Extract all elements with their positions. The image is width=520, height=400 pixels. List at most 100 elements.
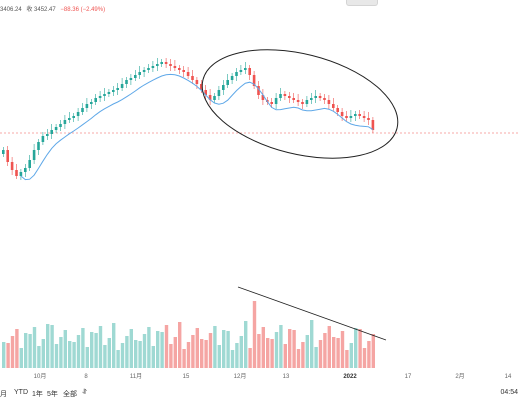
candle-body [186, 72, 190, 76]
candle-body [116, 88, 119, 90]
candle-body [248, 68, 251, 75]
candle-body [292, 98, 295, 100]
candle-body [345, 116, 348, 118]
volume-bar [332, 337, 336, 368]
x-tick-label: 15 [183, 374, 190, 380]
panel-toggle-button[interactable] [346, 0, 378, 6]
candle-body [50, 130, 53, 134]
period-1y-button[interactable]: 1年 [32, 391, 43, 398]
period-all-button[interactable]: 全部 [63, 391, 77, 398]
clock-readout: 04:54 [500, 389, 518, 396]
volume-bar [191, 335, 195, 368]
volume-bar [112, 323, 116, 368]
volume-bar [41, 339, 45, 368]
compare-icon[interactable]: ⥯ [82, 389, 88, 396]
price-chart[interactable]: 10月 8 11月 15 12月 13 2022 17 2月 14 [0, 0, 520, 384]
volume-bar [116, 350, 120, 368]
candle-body [332, 104, 335, 108]
volume-bar [200, 339, 204, 368]
candle-body [169, 64, 172, 66]
x-tick-label: 2022 [343, 374, 357, 380]
volume-bar [151, 346, 155, 368]
volume-bar [138, 341, 142, 368]
volume-bar [318, 340, 323, 368]
candle-body [371, 120, 375, 130]
volume-bar [288, 329, 292, 368]
candle-body [160, 62, 163, 64]
candle-body [191, 76, 194, 80]
volume-bar [314, 347, 318, 368]
candle-body [107, 92, 111, 94]
volume-bar [239, 336, 243, 368]
candle-layer [2, 58, 375, 180]
volume-bar [345, 350, 349, 368]
candle-body [15, 170, 18, 176]
candle-body [76, 112, 80, 116]
ohlc-open: 3406.24 [0, 7, 22, 13]
volume-bar [367, 341, 371, 368]
x-tick-label: 8 [84, 374, 88, 380]
x-axis: 10月 8 11月 15 12月 13 2022 17 2月 14 [34, 373, 512, 380]
volume-bar [336, 338, 340, 368]
period-ytd-button[interactable]: YTD [14, 389, 28, 396]
volume-bar [142, 334, 147, 368]
candle-body [68, 118, 71, 120]
volume-bar [270, 339, 274, 368]
candle-body [257, 86, 260, 95]
volume-bar [178, 322, 182, 368]
volume-bar [134, 340, 138, 368]
candle-body [120, 84, 124, 88]
volume-bar [358, 329, 362, 368]
candle-body [323, 98, 326, 100]
candle-body [213, 96, 216, 100]
candle-body [340, 112, 344, 116]
volume-bar [323, 333, 327, 368]
candle-body [222, 85, 225, 90]
candle-body [279, 94, 282, 98]
candle-body [19, 172, 23, 176]
candle-body [305, 100, 309, 104]
candle-body [85, 104, 89, 108]
volume-bar [195, 328, 199, 368]
volume-bar [279, 325, 283, 368]
volume-bar [98, 326, 103, 368]
volume-bar [310, 320, 314, 368]
candle-body [358, 114, 361, 116]
volume-bar [186, 342, 191, 368]
candle-body [10, 162, 14, 170]
volume-bar [156, 331, 160, 368]
candle-body [314, 96, 317, 98]
volume-bar [32, 327, 37, 368]
period-month-button[interactable]: 月 [0, 391, 7, 398]
candle-body [182, 70, 185, 72]
candle-body [283, 94, 287, 96]
candle-body [147, 68, 150, 70]
candle-body [195, 80, 199, 84]
volume-bar [6, 343, 10, 368]
volume-bar [296, 349, 301, 368]
volume-bar [371, 334, 375, 368]
volume-bar [120, 343, 125, 368]
volume-bar [2, 342, 6, 368]
volume-bar [257, 334, 261, 368]
candle-body [94, 98, 97, 102]
candle-body [24, 168, 27, 172]
volume-bar [340, 331, 345, 368]
volume-bar [305, 335, 309, 368]
volume-bar [274, 332, 279, 368]
ohlc-readout: 3406.24 收 3452.47 −88.36 (−2.49%) [0, 4, 108, 13]
candle-body [142, 70, 146, 72]
volume-bar [94, 333, 98, 368]
candle-body [235, 72, 238, 76]
volume-bar [147, 327, 151, 368]
volume-bar [213, 326, 217, 368]
candle-body [274, 98, 278, 104]
candle-body [336, 108, 339, 112]
candle-body [261, 95, 265, 100]
candle-body [296, 100, 300, 102]
period-5y-button[interactable]: 5年 [47, 391, 58, 398]
x-tick-label: 14 [505, 374, 512, 380]
volume-bar [90, 332, 94, 368]
candle-body [98, 96, 102, 98]
candle-body [129, 78, 133, 80]
